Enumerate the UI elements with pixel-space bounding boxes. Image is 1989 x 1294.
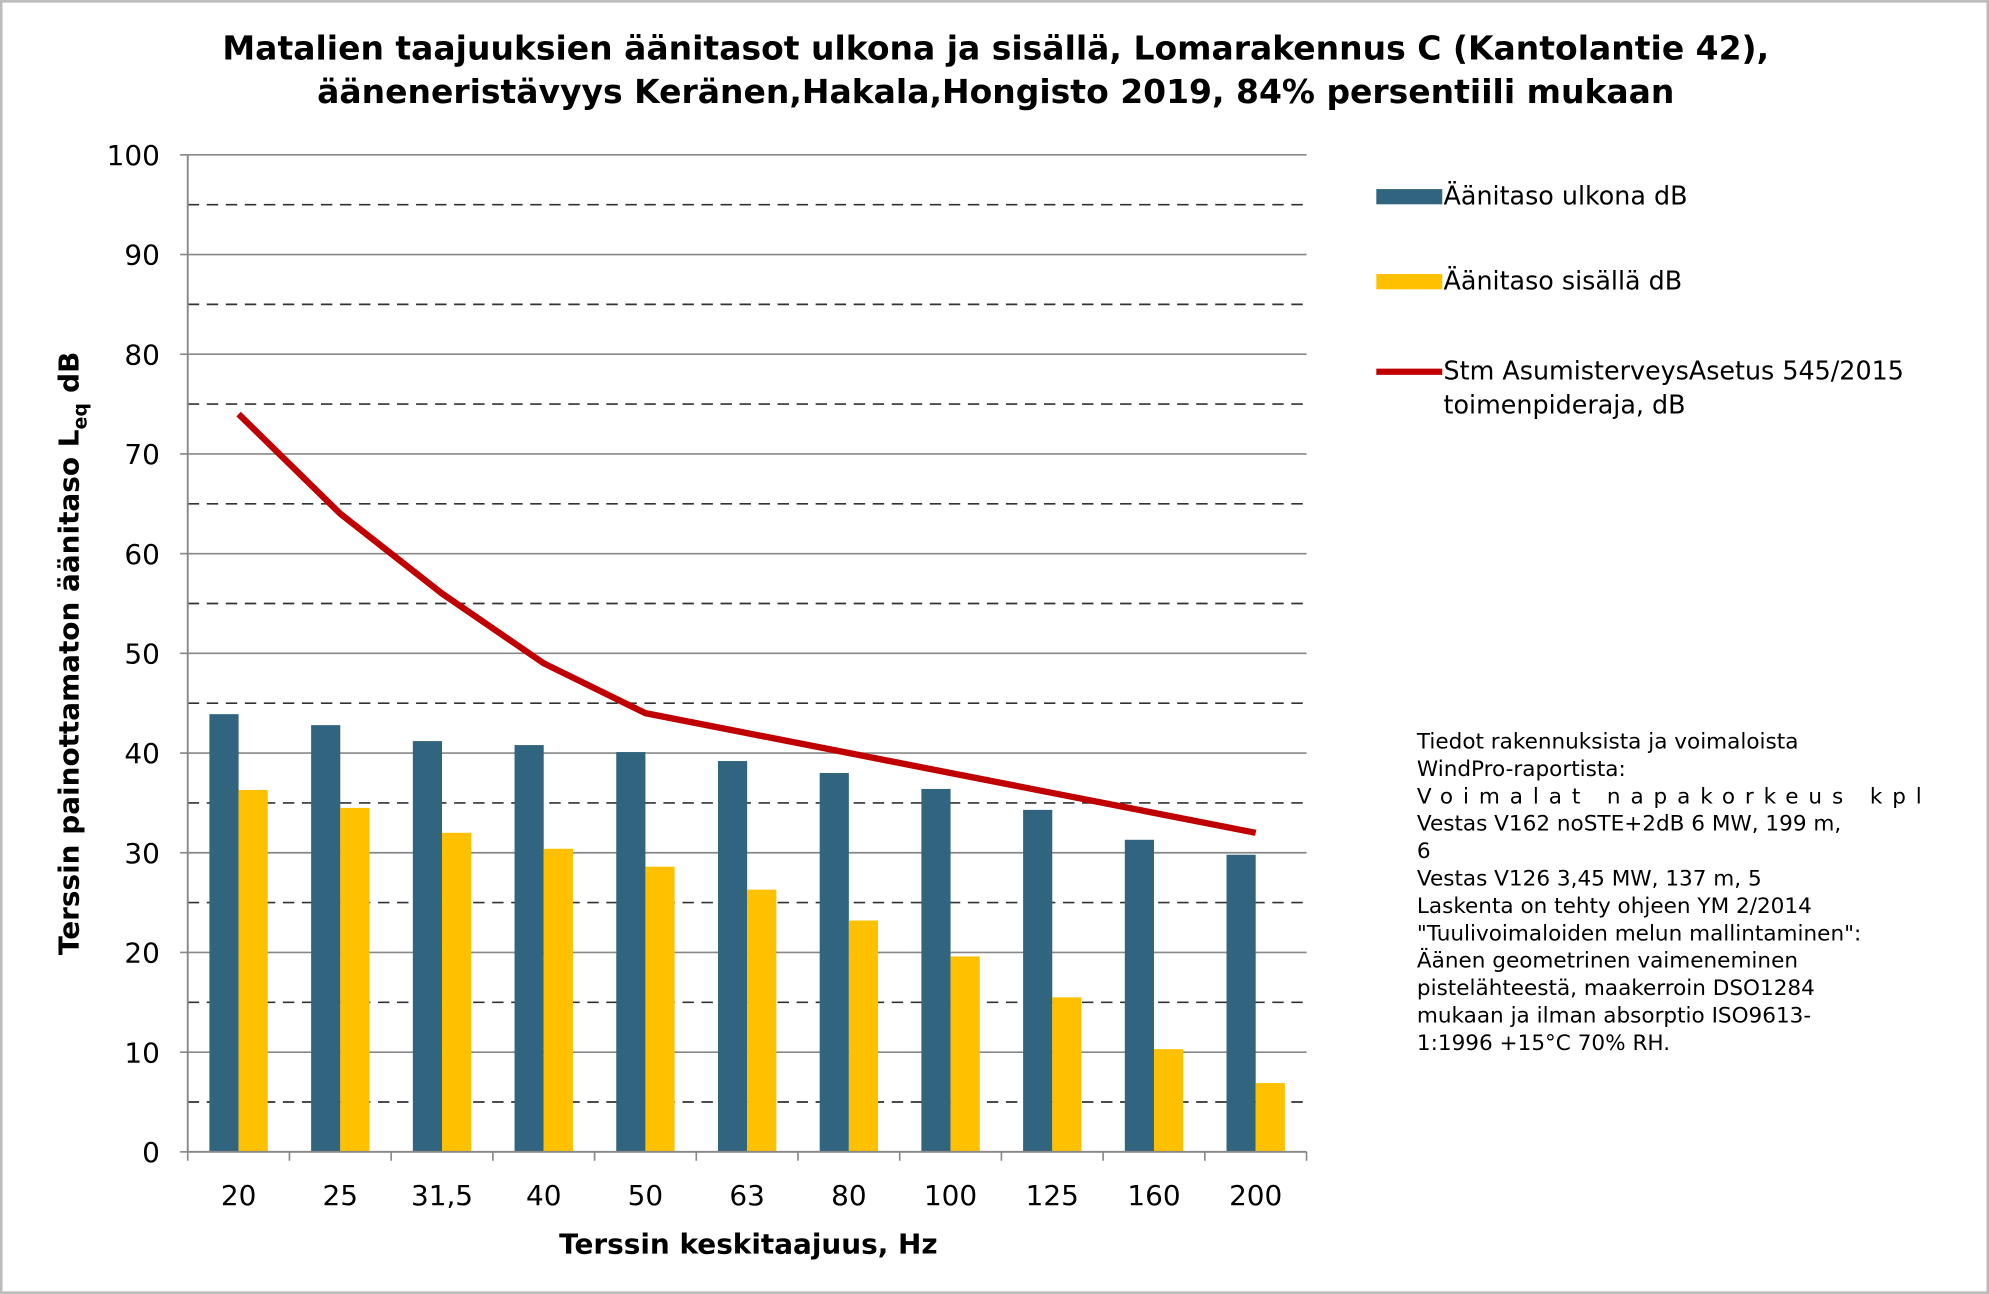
x-tick-label: 100 <box>924 1179 977 1212</box>
y-tick-label: 20 <box>124 937 160 970</box>
legend-label: Äänitaso ulkona dB <box>1443 180 1688 211</box>
bar <box>209 714 239 1152</box>
bar <box>412 741 443 1152</box>
bar <box>848 920 879 1152</box>
bar <box>311 725 341 1152</box>
bar <box>1226 854 1256 1152</box>
y-tick-label: 90 <box>124 239 160 272</box>
annotation-line: pistelähteestä, maakerroin DSO1284 <box>1417 976 1815 1001</box>
legend-swatch <box>1376 274 1443 290</box>
bar <box>717 761 748 1152</box>
y-tick-label: 0 <box>142 1136 160 1169</box>
y-tick-label: 50 <box>124 637 160 670</box>
x-tick-label: 20 <box>221 1179 256 1212</box>
y-tick-label: 10 <box>124 1036 160 1069</box>
annotation-line: Vestas V126 3,45 MW, 137 m, 5 <box>1417 866 1762 891</box>
bar <box>1255 1083 1285 1152</box>
y-tick-label: 80 <box>124 338 160 371</box>
title-box: Matalien taajuuksien äänitasot ulkona ja… <box>222 30 1770 112</box>
x-tick-label: 50 <box>628 1179 664 1212</box>
bar <box>645 866 675 1152</box>
annotation-line: Laskenta on tehty ohjeen YM 2/2014 <box>1417 894 1812 919</box>
x-tick-label: 160 <box>1127 1179 1180 1212</box>
annotation-line: Vestas V162 noSTE+2dB 6 MW, 199 m, <box>1417 812 1841 837</box>
y-label-text: Terssin painottamaton äänitaso L <box>53 429 86 955</box>
x-axis-label: Terssin keskitaajuus, Hz <box>559 1227 937 1260</box>
legend-item: Äänitaso ulkona dB <box>1443 180 1688 211</box>
bar <box>442 832 472 1152</box>
annotation-line: WindPro-raportista: <box>1417 757 1626 782</box>
y-label-unit: dB <box>53 352 86 393</box>
annotation-line: "Tuulivoimaloiden melun mallintaminen": <box>1417 921 1861 946</box>
bar <box>543 848 573 1152</box>
bar <box>1153 1049 1184 1152</box>
bar <box>819 772 849 1152</box>
x-tick-label: 25 <box>323 1179 359 1212</box>
bar <box>340 807 370 1152</box>
chart-title: Matalien taajuuksien äänitasot ulkona ja… <box>222 30 1770 112</box>
y-label-sub: eq <box>69 403 91 430</box>
annotation-line: Tiedot rakennuksista ja voimaloista <box>1416 729 1799 754</box>
bar <box>616 752 646 1152</box>
annotation-line: mukaan ja ilman absorptio ISO9613- <box>1417 1003 1811 1028</box>
bar <box>747 889 777 1152</box>
annotation-line: 6 <box>1417 839 1431 864</box>
x-tick-label: 125 <box>1026 1179 1079 1212</box>
legend-swatch <box>1376 189 1443 205</box>
legend-label: Äänitaso sisällä dB <box>1443 265 1683 296</box>
bar <box>950 956 980 1152</box>
annotation-line: 1:1996 +15°C 70% RH. <box>1417 1031 1670 1056</box>
y-tick-label: 40 <box>124 737 160 770</box>
bar <box>514 745 544 1152</box>
y-axis-label: Terssin painottamaton äänitaso Leq dB <box>53 352 92 955</box>
bar <box>1052 997 1082 1152</box>
bar <box>921 788 951 1152</box>
bar <box>1023 809 1053 1152</box>
x-tick-label: 40 <box>526 1179 562 1212</box>
annotation-line: Äänen geometrinen vaimeneminen <box>1417 948 1798 974</box>
x-tick-label: 63 <box>729 1179 764 1212</box>
y-tick-label: 100 <box>107 139 160 172</box>
x-tick-label: 200 <box>1229 1179 1282 1212</box>
y-tick-label: 70 <box>124 438 160 471</box>
y-tick-label: 60 <box>124 538 160 571</box>
bar <box>1124 839 1154 1152</box>
y-tick-label: 30 <box>124 837 160 870</box>
x-tick-label: 31,5 <box>411 1179 473 1212</box>
legend-item: Stm AsumisterveysAsetus 545/2015 toimenp… <box>1443 355 1904 420</box>
bar <box>238 789 268 1152</box>
legend-label: Stm AsumisterveysAsetus 545/2015 toimenp… <box>1443 355 1904 420</box>
line <box>236 411 1257 836</box>
legend-item: Äänitaso sisällä dB <box>1443 265 1683 296</box>
x-tick-label: 80 <box>831 1179 867 1212</box>
